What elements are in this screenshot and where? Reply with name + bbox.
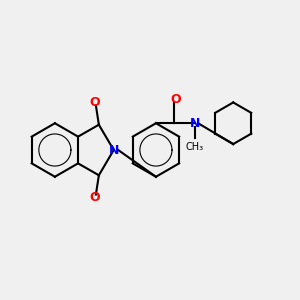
Text: O: O <box>170 93 181 106</box>
Text: N: N <box>189 117 200 130</box>
Text: N: N <box>109 143 119 157</box>
Text: O: O <box>89 191 100 204</box>
Text: CH₃: CH₃ <box>185 142 204 152</box>
Text: O: O <box>89 96 100 109</box>
